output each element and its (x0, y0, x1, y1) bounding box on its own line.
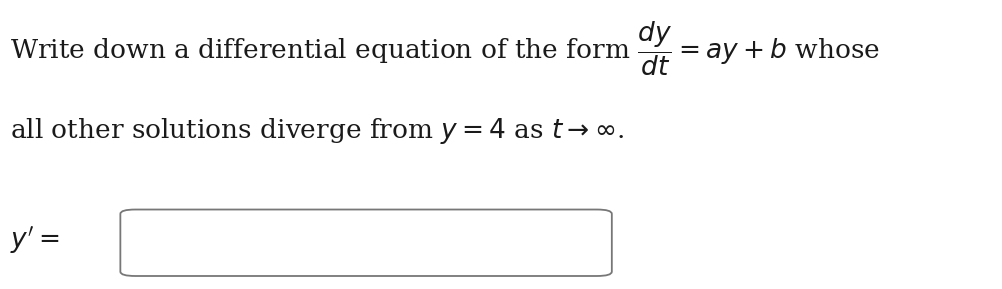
Text: Write down a differential equation of the form $\dfrac{dy}{dt} = ay + b$ whose: Write down a differential equation of th… (10, 20, 879, 79)
FancyBboxPatch shape (120, 210, 611, 276)
Text: all other solutions diverge from $y = 4$ as $t \rightarrow \infty$.: all other solutions diverge from $y = 4$… (10, 116, 623, 146)
Text: $y' =$: $y' =$ (10, 224, 60, 256)
